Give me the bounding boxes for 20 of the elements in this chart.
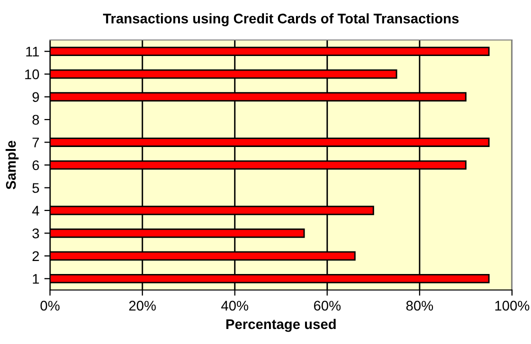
y-tick-label: 3 — [32, 228, 39, 238]
x-tick-label: 100% — [495, 300, 530, 311]
y-tick-label: 2 — [32, 251, 39, 261]
y-tick-label: 10 — [25, 69, 40, 80]
x-axis-title: Percentage used — [226, 318, 336, 332]
y-tick-label: 9 — [32, 92, 39, 102]
x-tick-label: 20% — [129, 300, 156, 311]
x-tick-label: 40% — [221, 300, 248, 311]
y-axis-title: Sample — [6, 140, 19, 190]
y-tick-label: 4 — [32, 206, 40, 216]
x-tick-label: 0% — [40, 300, 60, 311]
y-tick-label: 11 — [26, 46, 39, 56]
y-tick-label: 8 — [32, 114, 39, 125]
y-tick-label: 7 — [32, 138, 39, 148]
x-tick-label: 80% — [406, 300, 434, 311]
y-tick-label: 1 — [32, 274, 39, 284]
y-tick-label: 5 — [32, 183, 39, 193]
y-tick-label: 6 — [32, 160, 39, 170]
x-tick-label: 60% — [314, 300, 341, 311]
chart-title: Transactions using Credit Cards of Total Transactions — [103, 13, 459, 26]
